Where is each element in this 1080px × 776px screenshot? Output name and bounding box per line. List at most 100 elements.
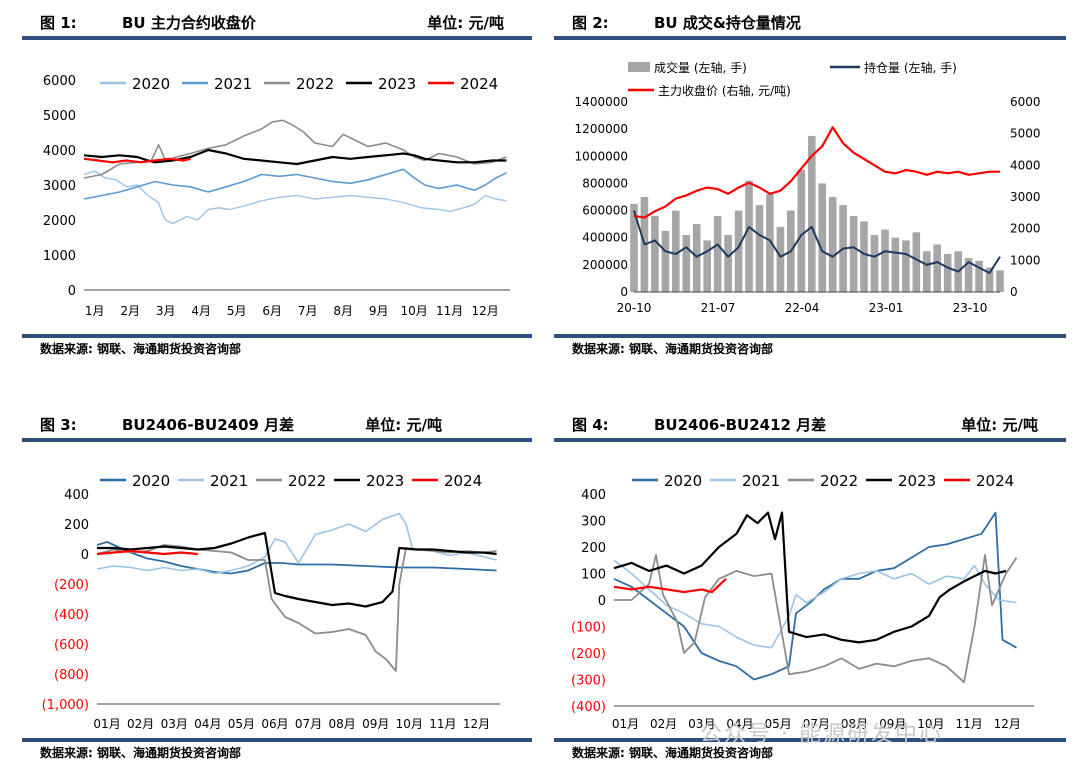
- y-tick-label: (600): [54, 638, 89, 653]
- x-tick-label: 10月: [917, 717, 944, 731]
- x-tick-label: 11月: [955, 717, 982, 731]
- x-tick-label: 5月: [227, 304, 247, 318]
- x-tick-label: 11月: [436, 304, 463, 318]
- x-tick-label: 01月: [93, 717, 120, 731]
- volume-bar: [797, 169, 806, 292]
- y-tick-label: 100: [581, 568, 606, 583]
- x-tick-label: 08月: [329, 717, 356, 731]
- x-tick-label: 7月: [298, 304, 318, 318]
- x-tick-label: 03月: [161, 717, 188, 731]
- volume-bar: [661, 230, 670, 292]
- volume-bar: [766, 194, 774, 292]
- y-tick-label: 3000: [43, 179, 76, 194]
- x-tick-label: 2月: [120, 304, 140, 318]
- chart-1: 0 1000 2000 3000 4000 5000 6000 1月 2月 3月 4月 5月 6月 7月 8…: [43, 74, 510, 318]
- watermark: 公众号 · 能源研发中心: [700, 722, 943, 747]
- x-tick-label: 02月: [650, 717, 677, 731]
- volume-bar: [703, 240, 711, 292]
- x-tick-label: 1月: [85, 304, 105, 318]
- x-tick-label: 07月: [295, 717, 322, 731]
- panel-2-number: 图 2:: [572, 14, 609, 32]
- x-tick-label: 20-10: [617, 301, 652, 315]
- panel-3-name: BU2406-BU2409 月差: [122, 416, 295, 434]
- legend-label-2022: 2022: [820, 472, 858, 490]
- x-tick-label: 02月: [127, 717, 154, 731]
- volume-bar: [713, 216, 722, 292]
- volume-bar: [630, 203, 638, 292]
- volume-bar: [891, 237, 900, 292]
- volume-bar: [902, 240, 910, 292]
- volume-bar: [912, 232, 921, 292]
- y-left-tick-label: 600000: [582, 204, 628, 218]
- legend-label-2021: 2021: [214, 75, 252, 93]
- series-line-2020: [613, 511, 1017, 681]
- volume-bar: [828, 197, 837, 292]
- legend-label-2024: 2024: [460, 75, 498, 93]
- panel-4-source: 数据来源: 钢联、海通期货投资咨询部: [572, 746, 773, 760]
- y-tick-label: 200: [581, 541, 606, 556]
- x-tick-label: 12月: [994, 717, 1021, 731]
- volume-bar: [724, 235, 732, 292]
- volume-bar: [692, 224, 701, 292]
- volume-bar: [776, 226, 785, 292]
- y-tick-label: 0: [68, 284, 76, 299]
- y-tick-label: (300): [571, 674, 606, 689]
- panel-1-title: 图 1: BU 主力合约收盘价 单位: 元/吨: [22, 10, 532, 32]
- y-left-tick-label: 800000: [582, 176, 628, 190]
- chart-4: (400) (300) (200) (100) 0 100 200 300 400 01月 02月 0…: [571, 472, 1034, 731]
- price-line: [633, 126, 1000, 219]
- chart-2: 成交量 (左轴, 手) 持仓量 (左轴, 手) 主力收盘价 (右轴, 元/吨) 0 20…: [575, 60, 1041, 315]
- series-line-2024: [613, 578, 727, 594]
- y-tick-label: (800): [54, 668, 89, 683]
- y-tick-label: (200): [571, 647, 606, 662]
- legend-label-2024: 2024: [444, 472, 482, 490]
- volume-bar: [672, 210, 680, 292]
- series-line-2021: [613, 559, 1017, 649]
- series-line-2023: [613, 511, 1007, 644]
- x-tick-label: 10月: [396, 717, 423, 731]
- y-left-tick-label: 200000: [582, 258, 628, 272]
- legend-label-2020: 2020: [664, 472, 702, 490]
- legend-label-price: 主力收盘价 (右轴, 元/吨): [658, 83, 791, 98]
- volume-bar: [849, 216, 858, 292]
- volume-bar: [975, 260, 983, 292]
- panel-2-title: 图 2: BU 成交&持仓量情况: [554, 10, 1066, 32]
- panel-4-title: 图 4: BU2406-BU2412 月差 单位: 元/吨: [554, 412, 1066, 434]
- panel-4: 图 4: BU2406-BU2412 月差 单位: 元/吨 (400) (300)…: [554, 412, 1066, 776]
- y-right-tick-label: 5000: [1010, 127, 1041, 141]
- panel-3-bottom-rule: [22, 738, 532, 742]
- x-tick-label: 09月: [879, 717, 906, 731]
- y-left-tick-label: 0: [620, 285, 628, 299]
- y-tick-label: (200): [54, 578, 89, 593]
- panel-2-top-rule: [554, 36, 1066, 40]
- panel-1-top-rule: [22, 36, 532, 40]
- panel-2-bottom-rule: [554, 334, 1066, 338]
- volume-bar: [755, 205, 764, 292]
- legend-swatch-volume: [628, 62, 650, 72]
- x-tick-label: 21-07: [701, 301, 736, 315]
- volume-bar: [943, 254, 952, 292]
- x-tick-label: 06月: [261, 717, 288, 731]
- legend-label-2021: 2021: [742, 472, 780, 490]
- y-tick-label: 300: [581, 515, 606, 530]
- volume-bar: [682, 235, 691, 292]
- series-line-2020: [83, 170, 507, 225]
- x-tick-label: 11月: [429, 717, 456, 731]
- y-tick-label: 2000: [43, 214, 76, 229]
- legend-label-2020: 2020: [132, 472, 170, 490]
- volume-bar: [808, 135, 816, 292]
- legend-label-2023: 2023: [378, 75, 416, 93]
- x-tick-label: 01月: [612, 717, 639, 731]
- series-line-2022: [614, 554, 1018, 684]
- panel-1-bottom-rule: [22, 334, 532, 338]
- chart-3: (1,000) (800) (600) (400) (200) 0 200 400 01月 02月…: [42, 472, 500, 731]
- legend-label-2022: 2022: [288, 472, 326, 490]
- legend-label-2024: 2024: [976, 472, 1014, 490]
- panel-3-title: 图 3: BU2406-BU2409 月差 单位: 元/吨: [22, 412, 532, 434]
- open-interest-line: [633, 210, 1001, 274]
- x-tick-label: 08月: [841, 717, 868, 731]
- y-right-tick-label: 4000: [1010, 158, 1041, 172]
- y-right-tick-label: 3000: [1010, 190, 1041, 204]
- series-line-2024: [83, 157, 191, 164]
- panel-4-top-rule: [554, 438, 1066, 442]
